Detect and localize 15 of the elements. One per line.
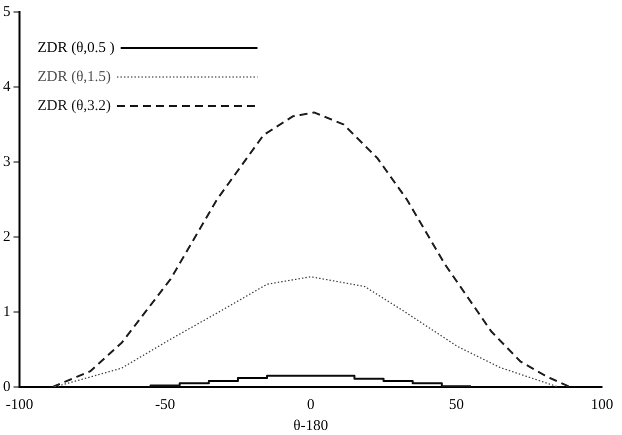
text: ZDR (θ,3.2)	[38, 98, 111, 114]
text: ZDR (θ,1.5)	[38, 68, 111, 85]
y-tick-label: 2	[3, 228, 10, 245]
x-tick-label: -100	[6, 396, 34, 413]
text: ZDR (θ,0.5 )	[38, 40, 115, 56]
y-tick-label: 1	[3, 304, 10, 320]
y-tick-label: 5	[3, 4, 10, 20]
y-tick-label: 3	[3, 154, 10, 170]
x-tick-label: 50	[448, 396, 464, 413]
y-tick-label: 0	[3, 378, 10, 395]
x-axis-title: θ-180	[293, 418, 328, 434]
x-tick-label: 100	[590, 396, 614, 413]
y-tick-label: 4	[3, 78, 11, 95]
x-tick-label: 0	[307, 396, 314, 413]
x-tick-label: -50	[155, 396, 176, 413]
